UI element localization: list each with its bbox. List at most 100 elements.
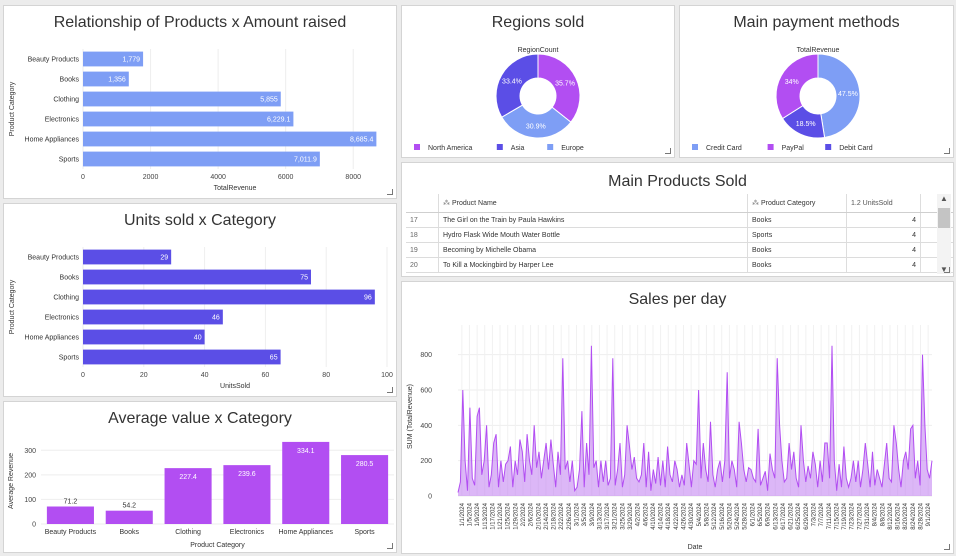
units-category-chart: 0 20 40 60 80 100 Beauty Products 29 Books 75 Clot… xyxy=(9,247,393,390)
x-axis-title: UnitsSold xyxy=(220,383,250,390)
x-axis-title: Product Category xyxy=(190,542,245,549)
x-tick-label: 1/5/2024 xyxy=(467,502,473,526)
row-index: 17 xyxy=(406,212,439,228)
x-tick-label: 8000 xyxy=(345,174,361,181)
bar xyxy=(282,441,330,524)
table-row[interactable]: 17 The Girl on the Train by Paula Hawkins… xyxy=(406,212,953,228)
chart-subtitle: TotalRevenue xyxy=(797,47,840,54)
donut-slice xyxy=(775,53,819,120)
x-tick-label: 6/21/2024 xyxy=(789,502,795,529)
x-tick-label: 1/9/2024 xyxy=(475,502,481,526)
y-axis-title: Product Category xyxy=(9,279,16,334)
x-axis-title: TotalRevenue xyxy=(214,185,257,192)
x-tick-label: 1/17/2024 xyxy=(490,502,496,529)
category-label: Electronics xyxy=(45,117,80,124)
panel-title: Regions sold xyxy=(491,14,585,31)
category-label: Sports xyxy=(59,355,80,362)
x-tick-label: 8/24/2024 xyxy=(911,502,917,529)
resize-handle[interactable] xyxy=(665,148,671,154)
legend-label: PayPal xyxy=(782,145,805,152)
bar xyxy=(83,289,375,305)
x-tick-label: 4/22/2024 xyxy=(674,502,680,529)
x-tick-label: 9/1/2024 xyxy=(926,502,932,526)
product-category-cell: Sports xyxy=(747,227,847,243)
bar xyxy=(83,151,320,167)
x-tick-label: 2/14/2024 xyxy=(544,502,550,529)
resize-handle[interactable] xyxy=(387,387,393,393)
data-label: 7,011.9 xyxy=(294,157,317,164)
panel-title: Relationship of Products x Amount raised xyxy=(53,14,347,31)
bar xyxy=(83,309,223,325)
x-tick-label: 6/5/2024 xyxy=(758,502,764,526)
category-label: Beauty Products xyxy=(28,57,80,64)
y-tick-label: 300 xyxy=(24,448,36,455)
resize-handle[interactable] xyxy=(387,543,393,549)
table-scrollbar[interactable]: ▲ ▼ xyxy=(937,194,951,274)
category-label: Home Appliances xyxy=(25,335,80,342)
x-tick-label: 8/12/2024 xyxy=(888,502,894,529)
donut-slice xyxy=(817,53,861,139)
resize-handle[interactable] xyxy=(944,544,950,550)
scroll-down-icon[interactable]: ▼ xyxy=(940,265,948,274)
table-index-header xyxy=(406,194,439,213)
table-row[interactable]: 19 Becoming by Michelle Obama Books 4 xyxy=(406,242,953,258)
x-tick-label: 4/18/2024 xyxy=(666,502,672,529)
bar xyxy=(164,468,212,524)
x-tick-label: 7/27/2024 xyxy=(857,502,863,529)
column-header-product-name[interactable]: ⁂ Product Name xyxy=(438,194,748,213)
x-tick-label: 4/6/2024 xyxy=(643,502,649,526)
x-tick-label: 2/22/2024 xyxy=(559,502,565,529)
product-name-cell: Hydro Flask Wide Mouth Water Bottle xyxy=(438,227,748,243)
legend-label: Debit Card xyxy=(839,145,873,152)
x-tick-label: 8/8/2024 xyxy=(880,502,886,526)
row-index: 20 xyxy=(406,257,439,273)
column-header-product-category[interactable]: ⁂ Product Category xyxy=(747,194,847,213)
panel-products-amount: Relationship of Products x Amount raised… xyxy=(3,5,397,199)
legend-swatch xyxy=(496,144,503,150)
table-row[interactable]: 20 To Kill a Mockingbird by Harper Lee Boo… xyxy=(406,257,953,273)
x-tick-label: 6000 xyxy=(278,174,294,181)
units-sold-cell: 4 xyxy=(846,212,921,228)
scrollbar-thumb[interactable] xyxy=(938,208,950,228)
product-name-cell: The Girl on the Train by Paula Hawkins xyxy=(438,212,748,228)
hierarchy-icon: ⁂ xyxy=(752,200,759,207)
series-line xyxy=(457,345,933,493)
resize-handle[interactable] xyxy=(387,189,393,195)
x-tick-label: 5/24/2024 xyxy=(735,502,741,529)
x-tick-label: 100 xyxy=(381,372,393,379)
bar xyxy=(83,111,294,127)
category-label: Books xyxy=(120,529,140,536)
data-label: 280.5 xyxy=(356,461,374,468)
table-row[interactable]: 18 Hydro Flask Wide Mouth Water Bottle Spo… xyxy=(406,227,953,243)
x-tick-label: 6/25/2024 xyxy=(796,502,802,529)
bar xyxy=(341,455,389,524)
bar xyxy=(83,51,144,67)
data-label: 30.9% xyxy=(526,123,546,130)
column-header-label: Product Name xyxy=(451,200,497,207)
data-label: 34% xyxy=(785,79,799,86)
bar xyxy=(83,249,172,265)
x-tick-label: 0 xyxy=(81,372,85,379)
resize-handle[interactable] xyxy=(944,148,950,154)
x-tick-label: 6/13/2024 xyxy=(773,502,779,529)
scroll-up-icon[interactable]: ▲ xyxy=(940,194,948,203)
legend-swatch xyxy=(825,144,832,150)
data-label: 334.1 xyxy=(297,448,315,455)
category-label: Clothing xyxy=(175,529,201,536)
x-tick-label: 2/18/2024 xyxy=(552,502,558,529)
x-tick-label: 5/12/2024 xyxy=(712,502,718,529)
bar xyxy=(83,131,377,147)
x-tick-label: 2/26/2024 xyxy=(567,502,573,529)
panel-regions: Regions sold RegionCount 35.7% 30.9% 33.4% N… xyxy=(401,5,675,158)
y-axis-title: SUM (TotalRevenue) xyxy=(407,384,414,449)
donut-slice xyxy=(501,104,572,139)
x-tick-label: 1/25/2024 xyxy=(506,502,512,529)
x-tick-label: 2/2/2024 xyxy=(521,502,527,526)
resize-handle[interactable] xyxy=(944,267,950,273)
avg-category-chart: 0 100 200 300 71.2 Beauty Products 54.2 Books 22… xyxy=(8,441,394,549)
bar xyxy=(83,269,311,285)
y-tick-label: 400 xyxy=(420,423,432,430)
x-tick-label: 1/21/2024 xyxy=(498,502,504,529)
column-header-units-sold[interactable]: 1.2 UnitsSold xyxy=(846,194,921,213)
y-tick-label: 0 xyxy=(428,494,432,501)
